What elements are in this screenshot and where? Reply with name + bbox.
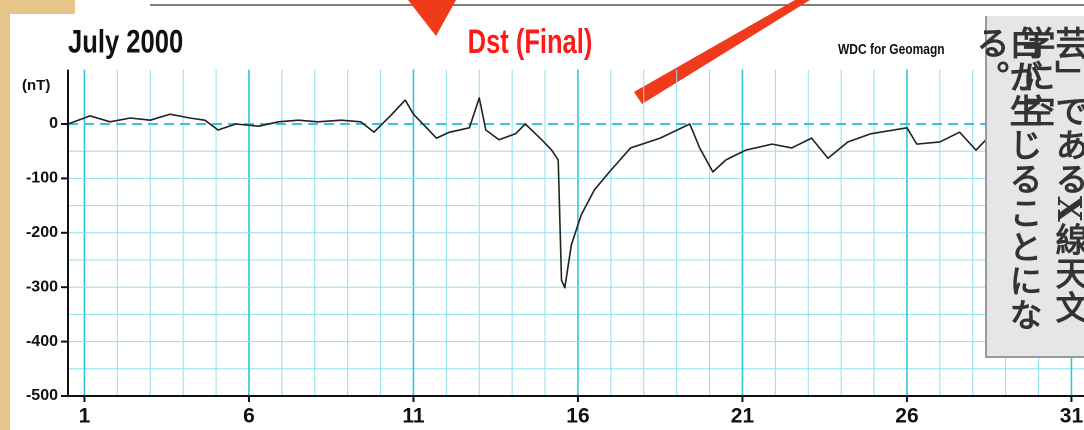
y-tick-label: -500 [26, 387, 58, 404]
y-axis-label: (nT) [22, 77, 50, 94]
newspaper-clipping: 芸」であるX線天文学に空 白が生じることになる。 [971, 16, 1084, 358]
x-tick-label: 11 [402, 405, 425, 428]
clipping-text: 芸」であるX線天文学に空 [1017, 26, 1084, 325]
period: July 2000 [68, 25, 183, 60]
background-strip [0, 0, 10, 430]
x-tick-label: 26 [895, 405, 918, 428]
x-tick-label: 6 [243, 405, 255, 428]
x-tick-label: 21 [731, 405, 755, 428]
y-tick-label: -400 [26, 333, 58, 350]
clipping-text: 白が生じることになる。 [971, 26, 1043, 332]
x-tick-label: 31 [1060, 405, 1084, 428]
grid [68, 69, 1084, 397]
y-tick-label: -100 [26, 170, 58, 187]
x-tick-label: 1 [79, 405, 91, 428]
y-tick-label: -300 [26, 278, 58, 295]
x-tick-label: 16 [566, 405, 589, 428]
source: WDC for Geomagn [838, 41, 945, 58]
y-tick-label: -200 [26, 224, 58, 241]
chart-title: Dst (Final) [468, 24, 593, 61]
background-strip [0, 0, 75, 14]
data-line [67, 97, 987, 289]
arrow [408, 0, 456, 36]
arrow [634, 0, 810, 104]
y-tick-label: 0 [49, 115, 58, 132]
